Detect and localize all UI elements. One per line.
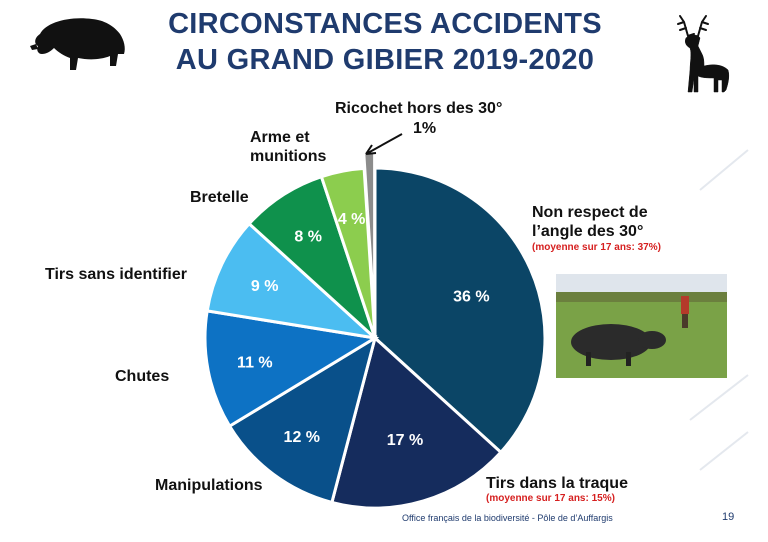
label-non-respect-note: (moyenne sur 17 ans: 37%) xyxy=(532,242,661,253)
label-manipulations: Manipulations xyxy=(155,477,263,494)
label-tirs-traque-note: (moyenne sur 17 ans: 15%) xyxy=(486,493,615,504)
label-tirs-sans: Tirs sans identifier xyxy=(45,266,187,283)
label-arme-line2: munitions xyxy=(250,148,327,165)
pie-slice xyxy=(373,166,547,455)
title-line-1: CIRCONSTANCES ACCIDENTS xyxy=(168,8,602,40)
slice-value-label: 8 % xyxy=(294,228,322,245)
slice-value-label: 4 % xyxy=(338,211,366,228)
label-non-respect-line1: Non respect de xyxy=(532,204,648,221)
label-arme-line1: Arme et xyxy=(250,129,310,146)
label-ricochet-value: 1% xyxy=(413,120,437,137)
title-line-2: AU GRAND GIBIER 2019-2020 xyxy=(175,44,595,76)
ricochet-pointer-arrow xyxy=(365,133,403,155)
slice-value-label: 12 % xyxy=(284,429,320,446)
label-tirs-traque: Tirs dans la traque xyxy=(486,475,628,492)
label-non-respect: Non respect de l’angle des 30° xyxy=(532,203,648,241)
pie-slice xyxy=(203,309,380,429)
pie-slice xyxy=(247,174,379,343)
slice-value-label: 36 % xyxy=(453,288,489,305)
page-number: 19 xyxy=(722,511,735,523)
slice-value-label: 17 % xyxy=(387,432,423,449)
pie-slice xyxy=(227,334,378,505)
slice-value-label: 9 % xyxy=(251,278,279,295)
slice-value-label: 11 % xyxy=(237,354,273,371)
label-ricochet: Ricochet hors des 30° xyxy=(335,100,503,117)
footer-text: Office français de la biodiversité - Pôl… xyxy=(402,513,613,523)
slide-title: CIRCONSTANCES ACCIDENTS AU GRAND GIBIER … xyxy=(130,6,640,78)
pie-slice xyxy=(330,335,503,510)
label-chutes: Chutes xyxy=(115,368,170,385)
label-non-respect-line2: l’angle des 30° xyxy=(532,223,644,240)
label-bretelle: Bretelle xyxy=(190,189,249,206)
wild-boar-photo xyxy=(556,274,727,378)
label-arme: Arme et munitions xyxy=(250,128,326,166)
pie-slice xyxy=(205,221,380,341)
